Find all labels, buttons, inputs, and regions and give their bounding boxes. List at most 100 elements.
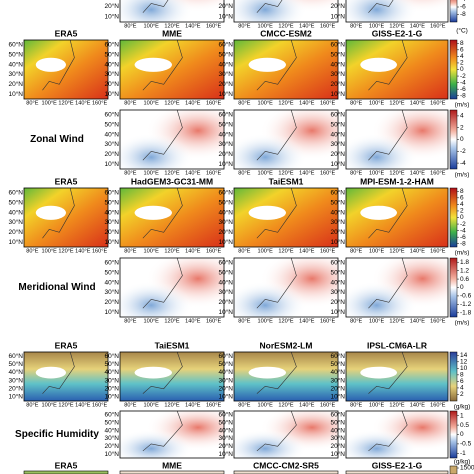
- map-shading: [346, 0, 448, 22]
- lon-label: 140°E: [75, 100, 91, 106]
- colorbar: [449, 109, 458, 170]
- lon-label: 160°E: [206, 23, 222, 29]
- lat-label: 40°N: [330, 130, 345, 138]
- map: [346, 188, 448, 247]
- lon-label: 100°E: [42, 100, 58, 106]
- map-frame: [233, 109, 339, 170]
- colorbar-unit: (g/kg): [454, 404, 471, 411]
- coastline: [368, 39, 408, 91]
- lat-label: 50°N: [330, 268, 345, 276]
- colorbar-tick-label: 2: [460, 208, 464, 215]
- lat-label: 60°N: [330, 259, 345, 267]
- panel-title: MME: [162, 28, 182, 38]
- coastline: [142, 410, 183, 452]
- lon-label: 120°E: [278, 23, 294, 29]
- lat-label: 50°N: [218, 268, 233, 276]
- lat-label: 50°N: [330, 198, 345, 206]
- panel-title: MME: [162, 460, 182, 470]
- lon-label: 140°E: [299, 248, 315, 254]
- lon-label: 140°E: [299, 23, 315, 29]
- lon-label: 160°E: [92, 100, 108, 106]
- lat-label: 60°N: [104, 111, 119, 119]
- panel-title: CMCC-ESM2: [260, 28, 312, 38]
- map-shading: [120, 258, 224, 317]
- lon-label: 160°E: [320, 170, 336, 176]
- masked-plateau: [35, 366, 66, 379]
- colorbar-tick-label: 10: [460, 365, 468, 372]
- map-frame: [345, 109, 449, 170]
- lat-label: 60°N: [330, 352, 345, 360]
- lon-label: 160°E: [206, 100, 222, 106]
- coastline: [42, 187, 75, 239]
- lon-label: 160°E: [206, 318, 222, 324]
- lon-label: 80°E: [124, 402, 136, 408]
- colorbar-unit: (m/s): [455, 320, 470, 327]
- panel-title: NorESM2-LM: [260, 340, 313, 350]
- colorbar-tick-label: 0.6: [460, 276, 469, 283]
- map-frame: [233, 410, 339, 459]
- lon-label: 140°E: [299, 170, 315, 176]
- lat-label: 50°N: [104, 360, 119, 368]
- lat-label: 60°N: [8, 189, 23, 197]
- lon-label: 100°E: [369, 23, 385, 29]
- lat-label: 20°N: [218, 384, 233, 392]
- lon-label: 140°E: [299, 100, 315, 106]
- colorbar-tick-label: 0: [460, 214, 464, 221]
- lat-label: 60°N: [330, 111, 345, 119]
- map-shading: [234, 0, 338, 22]
- lat-label: 30°N: [330, 218, 345, 226]
- colorbar-tick-label: -1.2: [460, 301, 472, 308]
- lon-label: 100°E: [144, 318, 160, 324]
- lat-label: 20°N: [218, 150, 233, 158]
- colorbar-tick-label: -6: [460, 234, 466, 241]
- colorbar-unit: (°C): [456, 27, 468, 35]
- colorbar: [449, 351, 458, 402]
- lon-label: 100°E: [369, 248, 385, 254]
- lat-label: 50°N: [218, 418, 233, 426]
- lat-label: 20°N: [218, 80, 233, 88]
- lat-label: 50°N: [218, 50, 233, 58]
- lon-label: 120°E: [278, 100, 294, 106]
- lat-label: 40°N: [104, 208, 119, 216]
- coastline: [142, 351, 183, 394]
- map: [120, 352, 224, 401]
- colorbar-tick-label: 1.2: [460, 267, 469, 274]
- lon-label: 80°E: [238, 100, 250, 106]
- lat-label: 20°N: [8, 80, 23, 88]
- lat-label: 60°N: [218, 411, 233, 419]
- lon-label: 80°E: [238, 23, 250, 29]
- lon-label: 160°E: [92, 248, 108, 254]
- lon-label: 140°E: [299, 318, 315, 324]
- colorbar-tick-label: 0: [460, 66, 464, 73]
- lat-label: 40°N: [330, 208, 345, 216]
- colorbar-tick-label: 1: [460, 412, 464, 419]
- lat-label: 60°N: [104, 189, 119, 197]
- masked-plateau: [360, 366, 398, 379]
- colorbar-tick-label: -6: [460, 86, 466, 93]
- lon-label: 160°E: [206, 402, 222, 408]
- map: [346, 352, 448, 401]
- lat-label: 10°N: [104, 238, 119, 246]
- colorbar-tick-label: -0.6: [460, 293, 472, 300]
- lat-label: 30°N: [218, 218, 233, 226]
- colorbar-tick-label: 2: [460, 60, 464, 67]
- colorbar-tick-label: -4: [460, 0, 466, 3]
- masked-plateau: [134, 205, 172, 220]
- colorbar-tick-label: -2: [460, 148, 466, 155]
- lat-label: 10°N: [104, 13, 119, 21]
- lon-label: 80°E: [26, 248, 38, 254]
- lat-label: 10°N: [104, 90, 119, 98]
- lat-label: 50°N: [218, 360, 233, 368]
- map-frame: [23, 39, 109, 100]
- lat-label: 50°N: [330, 50, 345, 58]
- map-frame: [233, 187, 339, 248]
- lon-label: 160°E: [430, 318, 446, 324]
- colorbar-tick-label: 1500: [460, 465, 474, 472]
- lat-label: 10°N: [330, 308, 345, 316]
- lat-label: 20°N: [330, 2, 345, 10]
- map-frame: [119, 410, 225, 459]
- lat-label: 10°N: [8, 90, 23, 98]
- map-shading: [120, 0, 224, 22]
- lat-label: 10°N: [104, 160, 119, 168]
